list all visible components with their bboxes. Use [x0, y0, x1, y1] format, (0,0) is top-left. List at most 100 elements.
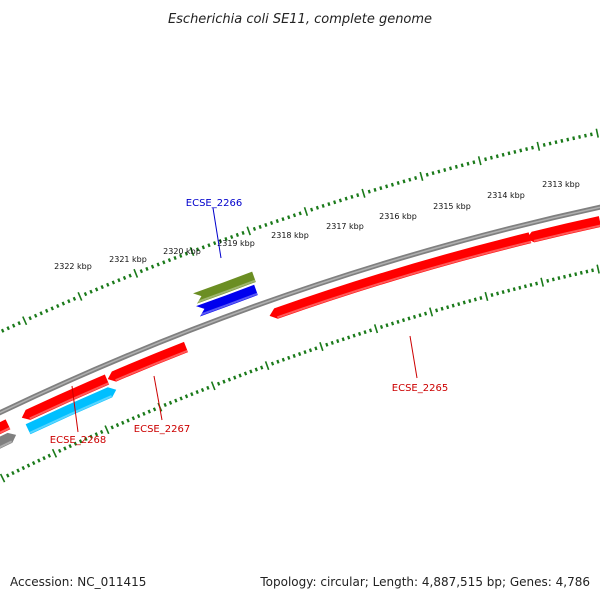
- outer-tick: [495, 154, 499, 159]
- genome-summary-text: Topology: circular; Length: 4,887,515 bp…: [259, 575, 590, 589]
- inner-tick: [479, 295, 483, 300]
- inner-tick: [512, 287, 516, 292]
- inner-tick: [110, 425, 114, 430]
- inner-tick: [73, 441, 78, 446]
- outer-tick: [117, 278, 121, 283]
- gene-cyan-arrow[interactable]: [25, 387, 117, 435]
- inner-tick: [131, 416, 136, 421]
- gene-ecse-2267-arrow[interactable]: [107, 341, 189, 382]
- inner-tick: [303, 350, 307, 355]
- inner-tick: [26, 463, 31, 468]
- inner-tick: [314, 346, 318, 351]
- outer-tick: [230, 234, 234, 239]
- inner-tick: [484, 291, 489, 302]
- inner-tick: [179, 396, 183, 401]
- gene-olive-arrow-shade: [196, 279, 256, 304]
- gene-left-edge-arrow-shade: [0, 427, 11, 434]
- gene-gray-edge-arrow-shade: [0, 440, 13, 449]
- inner-tick: [51, 448, 58, 458]
- inner-tick: [540, 277, 545, 287]
- outer-tick: [189, 247, 195, 257]
- inner-tick: [563, 274, 566, 279]
- outer-tick: [554, 140, 558, 145]
- inner-tick: [325, 342, 329, 347]
- outer-tick: [224, 237, 228, 242]
- inner-tick: [11, 470, 15, 476]
- inner-tick: [596, 264, 600, 274]
- outer-tick: [572, 136, 576, 141]
- gene-ecse-2264-arrow[interactable]: [526, 216, 600, 243]
- gene-label-ecse-2265[interactable]: ECSE_2265: [392, 383, 448, 394]
- gene-ecse-2265-arrow[interactable]: [269, 232, 532, 319]
- inner-tick: [440, 306, 444, 311]
- page-title: Escherichia coli SE11, complete genome: [168, 12, 432, 27]
- outer-tick: [145, 266, 149, 271]
- inner-tick: [89, 434, 93, 439]
- outer-tick: [431, 171, 435, 176]
- inner-tick: [341, 337, 345, 342]
- inner-tick: [142, 411, 146, 416]
- ruler-label: 2315 kbp: [433, 202, 471, 211]
- gene-olive-arrow[interactable]: [193, 271, 256, 304]
- outer-tick: [548, 141, 552, 146]
- gene-label-ecse-2267[interactable]: ECSE_2267: [134, 424, 190, 435]
- outer-tick: [139, 269, 144, 274]
- gene-ecse-2268-arrow-shade: [29, 382, 109, 420]
- inner-tick: [368, 328, 373, 333]
- gene-ecse-2266-arrow[interactable]: [196, 284, 258, 317]
- outer-tick: [566, 137, 570, 142]
- inner-tick: [546, 278, 550, 283]
- inner-tick: [174, 398, 178, 403]
- inner-tick: [78, 439, 83, 444]
- outer-tick: [437, 169, 441, 174]
- inner-tick: [163, 402, 167, 408]
- gene-left-edge-arrow[interactable]: [0, 419, 11, 438]
- outer-tick: [241, 230, 245, 235]
- inner-tick: [462, 300, 466, 305]
- inner-tick: [216, 381, 221, 386]
- inner-tick: [574, 272, 578, 277]
- gene-ecse-2264-arrow-shade: [533, 224, 600, 242]
- outer-tick: [56, 303, 60, 309]
- inner-tick: [249, 369, 253, 374]
- inner-tick: [423, 311, 428, 316]
- leader-line-ecse-2265: [409, 335, 418, 379]
- inner-tick: [287, 355, 291, 360]
- outer-tick: [303, 206, 309, 217]
- outer-tick: [235, 232, 239, 237]
- inner-tick: [31, 461, 36, 466]
- inner-tick: [363, 330, 367, 335]
- outer-tick: [356, 193, 360, 198]
- outer-tick: [213, 241, 217, 246]
- inner-tick: [352, 333, 356, 338]
- inner-tick: [84, 436, 88, 442]
- outer-tick: [77, 291, 83, 301]
- outer-tick: [173, 255, 177, 261]
- outer-tick: [246, 226, 251, 236]
- outer-tick: [83, 292, 88, 297]
- inner-tick: [385, 323, 389, 328]
- outer-tick: [560, 138, 564, 143]
- inner-tick: [435, 308, 439, 313]
- inner-tick: [473, 297, 477, 302]
- gene-label-ecse-2266[interactable]: ECSE_2266: [186, 198, 242, 209]
- inner-tick: [446, 305, 450, 310]
- ruler-label: 2317 kbp: [326, 222, 364, 231]
- outer-tick: [402, 179, 406, 184]
- outer-tick: [379, 186, 383, 191]
- leader-line-ecse-2267: [153, 375, 163, 421]
- gene-ecse-2268-arrow[interactable]: [21, 374, 110, 420]
- inner-tick: [190, 392, 194, 397]
- outer-tick: [595, 128, 599, 138]
- gene-label-ecse-2268[interactable]: ECSE_2268: [50, 435, 106, 446]
- ruler-label: 2316 kbp: [379, 212, 417, 221]
- inner-tick: [429, 307, 434, 317]
- inner-tick: [233, 375, 237, 380]
- outer-tick: [184, 251, 189, 256]
- inner-tick: [490, 293, 494, 297]
- inner-tick: [254, 367, 258, 372]
- gene-gray-edge-arrow[interactable]: [0, 432, 17, 453]
- gene-ecse-2267-arrow-shade: [115, 349, 188, 382]
- outer-tick: [321, 203, 325, 208]
- inner-tick: [270, 361, 275, 366]
